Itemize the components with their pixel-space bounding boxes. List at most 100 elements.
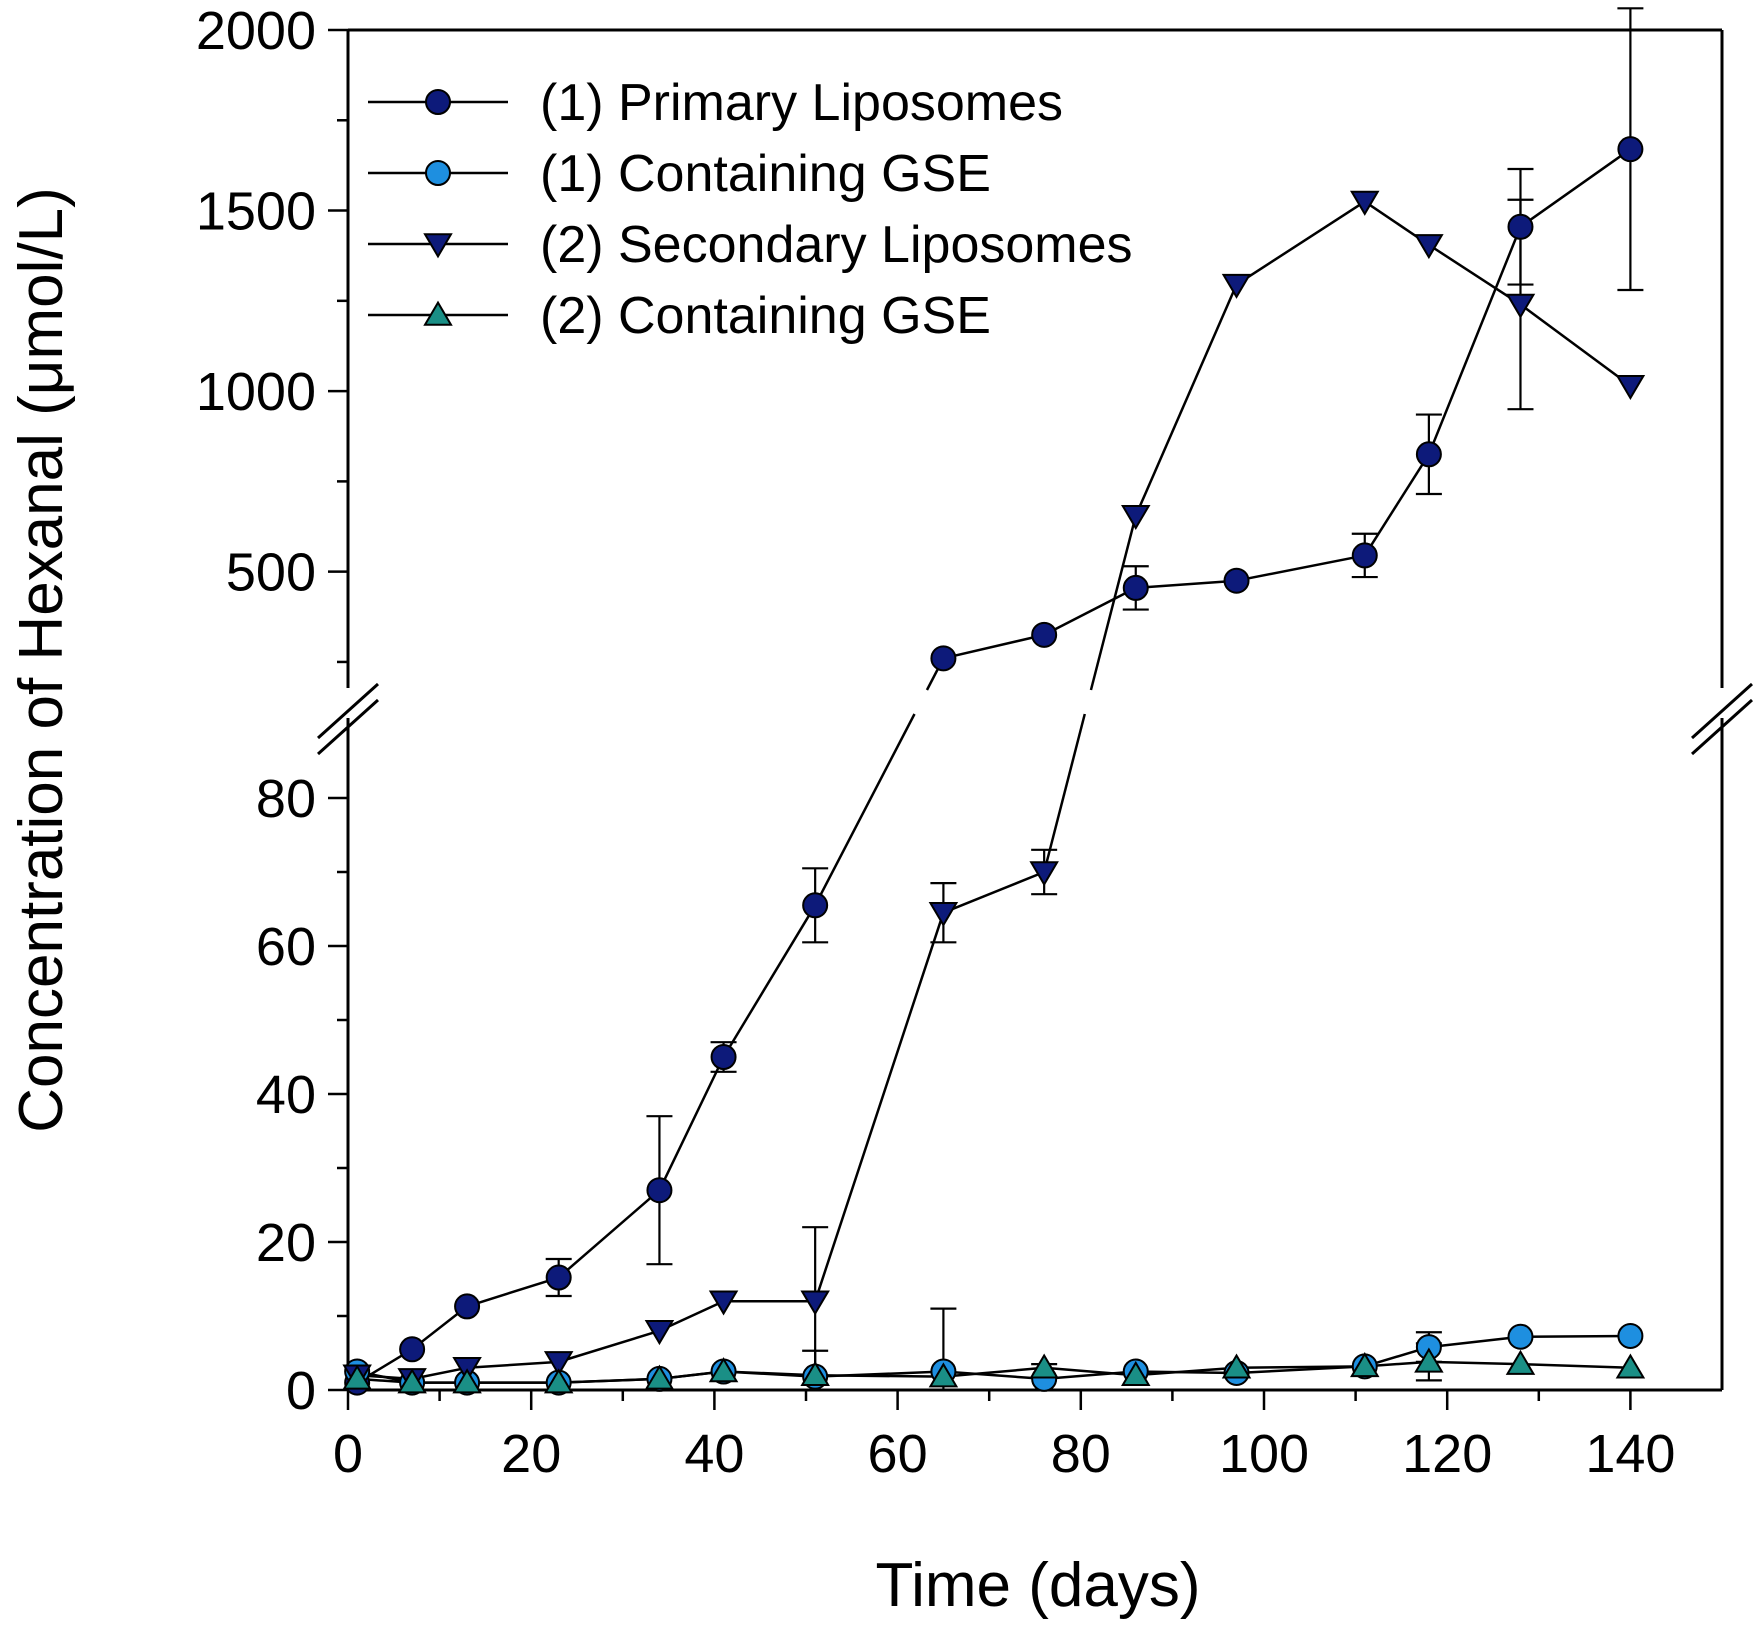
data-point [928, 901, 959, 928]
x-tick-label: 100 [1219, 1424, 1309, 1484]
legend-marker [423, 233, 453, 259]
series-line-segment [943, 1370, 1045, 1381]
y-tick-label-lower: 60 [256, 917, 316, 977]
legend-label: (2) Containing GSE [540, 287, 991, 345]
x-tick-label: 40 [684, 1424, 744, 1484]
series-line-segment [1236, 1365, 1365, 1370]
data-point [1121, 504, 1151, 531]
series-line-segment [722, 904, 817, 1058]
axis-break-right-a [1690, 682, 1754, 740]
data-point [1351, 542, 1378, 569]
data-point [543, 1368, 574, 1394]
data-point [1505, 1349, 1536, 1375]
data-point [646, 1177, 673, 1204]
series-line-segment [1520, 1362, 1631, 1370]
series-line-segment [1044, 1366, 1136, 1377]
series-line-segment [1428, 1335, 1521, 1349]
legend-label: (1) Containing GSE [540, 145, 991, 203]
data-point [1121, 1360, 1151, 1386]
data-point [1122, 574, 1149, 601]
series-line-segment [1520, 1334, 1631, 1338]
data-point [543, 1351, 574, 1377]
data-point [1029, 861, 1059, 887]
series-line-segment [557, 1189, 661, 1279]
series-line-segment [1428, 243, 1522, 306]
y-tick-label-upper: 2000 [196, 1, 316, 61]
data-point [397, 1368, 427, 1394]
legend-label: (2) Secondary Liposomes [540, 216, 1133, 274]
series-line-segment [723, 1370, 816, 1377]
y-tick-label-upper: 500 [226, 543, 316, 603]
data-point [1617, 136, 1644, 163]
data-point [452, 1368, 482, 1394]
series-line-segment [466, 1276, 560, 1308]
series-line-segment [942, 870, 1045, 914]
series-line-segment [558, 1329, 660, 1364]
series-line-segment [815, 1373, 944, 1378]
series-line-segment [814, 713, 916, 906]
series-line-segment [1134, 284, 1238, 517]
axis-ticks [328, 28, 1632, 1410]
series-line-segment [1235, 200, 1366, 286]
data-point [708, 1357, 739, 1383]
data-point [1617, 1322, 1644, 1349]
data-point [1221, 273, 1252, 299]
y-tick-label-lower: 0 [286, 1361, 316, 1421]
series-line-segment [658, 1056, 725, 1191]
data-point [930, 645, 957, 672]
series-line-segment [1236, 554, 1366, 582]
y-tick-label-upper: 1000 [196, 362, 316, 422]
data-point [1615, 374, 1646, 401]
y-tick-label-lower: 80 [256, 769, 316, 829]
data-point [1029, 1353, 1059, 1379]
data-point [1505, 293, 1536, 319]
x-tick-label: 80 [1051, 1424, 1111, 1484]
data-point [1031, 621, 1058, 648]
data-point [1350, 190, 1380, 216]
data-point [1507, 1323, 1534, 1350]
legend: (1) Primary Liposomes (1) Containing GSE (… [368, 74, 1133, 345]
legend-marker [423, 300, 453, 326]
legend-marker [425, 160, 451, 186]
series-line-segment [813, 912, 945, 1302]
data-point [342, 1364, 372, 1390]
data-point [644, 1320, 675, 1346]
data-point [802, 892, 829, 919]
series-line-segment [1519, 148, 1632, 228]
series-line-segment [466, 1360, 559, 1370]
data-point [644, 1364, 675, 1390]
y-tick-label-upper: 1500 [196, 182, 316, 242]
series-line-segment [1042, 713, 1086, 873]
tick-labels: 0 20 40 60 80 100 120 140 0 20 40 60 80 500 1000 1500 20… [196, 1, 1676, 1484]
data-point [1221, 1353, 1252, 1379]
series-line-segment [1427, 226, 1522, 455]
data-point [1414, 1347, 1444, 1373]
data-point [710, 1044, 737, 1070]
data-point [545, 1264, 572, 1291]
data-point [708, 1290, 739, 1316]
axis-break-right-b [1690, 698, 1754, 756]
y-tick-label-lower: 20 [256, 1213, 316, 1273]
legend-marker [425, 89, 451, 115]
data-point [399, 1336, 426, 1363]
data-point [1350, 1351, 1380, 1378]
x-tick-label: 120 [1402, 1424, 1492, 1484]
legend-label: (1) Primary Liposomes [540, 74, 1063, 132]
series-line-segment [943, 633, 1045, 660]
data-point [1414, 234, 1444, 260]
series-line-segment [1043, 586, 1137, 636]
data-point [1507, 213, 1534, 240]
data-point [928, 1362, 959, 1388]
series-line-segment [1135, 579, 1237, 590]
data-point [454, 1293, 481, 1320]
y-axis-title: Concentration of Hexanal (μmol/L) [7, 187, 76, 1133]
x-tick-label: 140 [1585, 1424, 1675, 1484]
x-tick-label: 0 [333, 1424, 363, 1484]
plot-frame [316, 28, 1754, 1392]
x-tick-label: 60 [868, 1424, 928, 1484]
series-line-segment [1363, 453, 1430, 557]
series-line-segment [558, 1377, 660, 1384]
series-line-segment [1135, 1366, 1237, 1377]
